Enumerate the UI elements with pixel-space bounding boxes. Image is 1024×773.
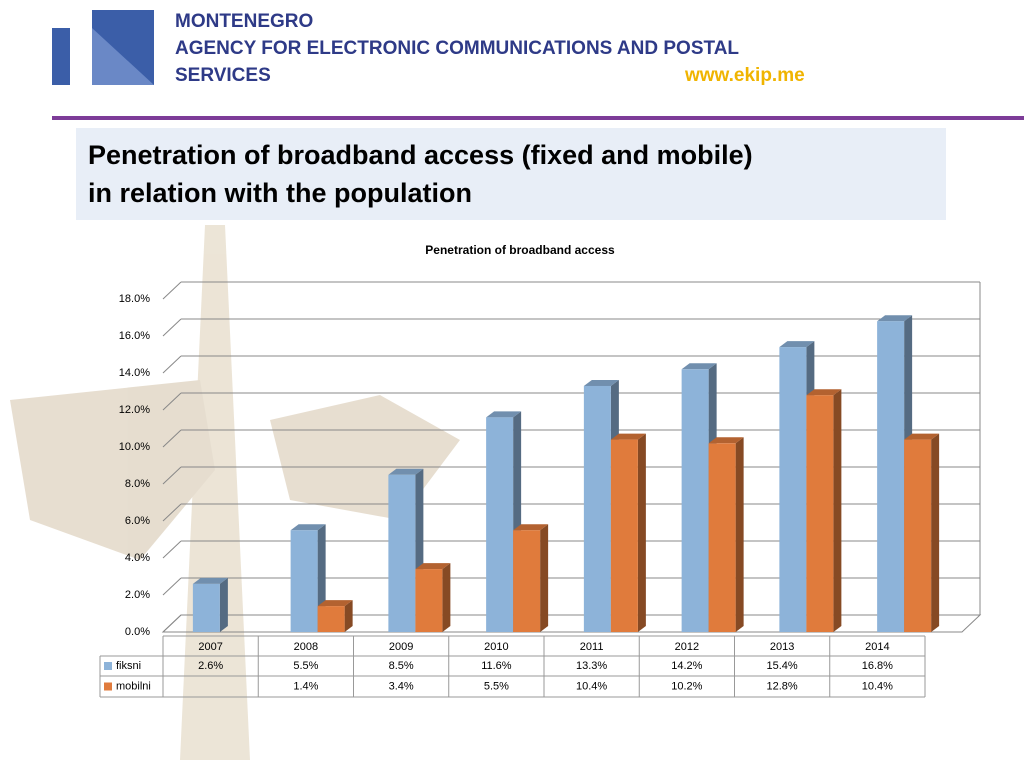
bar-top — [904, 433, 940, 440]
bar — [583, 385, 611, 632]
bar-side — [219, 577, 228, 632]
y-tick-label: 6.0% — [125, 515, 150, 527]
slide-title: Penetration of broadband access (fixed a… — [88, 140, 753, 170]
url[interactable]: www.ekip.me — [684, 65, 805, 86]
bar — [681, 369, 709, 632]
bar-top — [681, 363, 717, 370]
y-tick-label: 10.0% — [119, 441, 150, 453]
grid-line-side — [162, 429, 182, 448]
bar-side — [931, 433, 940, 632]
bar-top — [806, 389, 842, 396]
bar-side — [833, 389, 842, 632]
table-value: 16.8% — [862, 660, 893, 672]
bar — [610, 439, 638, 632]
bar — [513, 530, 541, 632]
table-value: 15.4% — [767, 660, 798, 672]
table-value: 10.2% — [671, 680, 702, 692]
grid-line-side — [162, 466, 182, 485]
x-tick-label: 2012 — [675, 641, 699, 653]
table-value: 11.6% — [481, 660, 512, 672]
bar-side — [442, 563, 451, 632]
y-tick-label: 12.0% — [119, 404, 150, 416]
x-tick-label: 2010 — [484, 641, 508, 653]
x-tick-label: 2014 — [865, 641, 889, 653]
legend-swatch — [104, 682, 112, 691]
bar — [806, 395, 834, 632]
bar-top — [290, 524, 326, 531]
table-value: 10.4% — [862, 680, 893, 692]
bar-top — [192, 577, 228, 584]
bar-top — [486, 411, 522, 418]
bar-top — [513, 524, 549, 531]
y-tick-label: 18.0% — [119, 293, 150, 305]
slide-title: in relation with the population — [88, 178, 472, 208]
bar-side — [540, 524, 549, 632]
bar-top — [583, 379, 619, 386]
x-tick-label: 2007 — [198, 641, 222, 653]
table-value: 3.4% — [389, 680, 414, 692]
chart-title: Penetration of broadband access — [425, 243, 615, 257]
y-tick-label: 2.0% — [125, 589, 150, 601]
bar-side — [344, 600, 353, 632]
bar — [779, 347, 807, 632]
grid-line-side — [162, 392, 182, 411]
bar-top — [708, 437, 744, 444]
y-tick-label: 16.0% — [119, 330, 150, 342]
legend-label: mobilni — [116, 680, 151, 692]
x-tick-label: 2008 — [294, 641, 318, 653]
x-tick-label: 2009 — [389, 641, 413, 653]
table-value: 10.4% — [576, 680, 607, 692]
grid-line-side — [162, 318, 182, 337]
bar-side — [637, 433, 646, 632]
org-line: MONTENEGRO — [175, 11, 313, 32]
table-value: 2.6% — [198, 660, 223, 672]
bar — [317, 606, 345, 632]
table-value: 12.8% — [767, 680, 798, 692]
org-line: AGENCY FOR ELECTRONIC COMMUNICATIONS AND… — [175, 38, 739, 59]
table-value: 13.3% — [576, 660, 607, 672]
bar-top — [779, 341, 815, 348]
bar — [904, 439, 932, 632]
bar-top — [388, 468, 424, 475]
grid-line-side — [162, 355, 182, 374]
table-value: 5.5% — [484, 680, 509, 692]
y-tick-label: 4.0% — [125, 552, 150, 564]
bar-top — [610, 433, 646, 440]
logo — [52, 10, 154, 85]
legend-label: fiksni — [116, 660, 141, 672]
bar — [192, 583, 220, 632]
floor — [161, 614, 982, 633]
grid-line-side — [162, 503, 182, 522]
y-tick-label: 0.0% — [125, 626, 150, 638]
y-tick-label: 8.0% — [125, 478, 150, 490]
divider — [52, 116, 1024, 120]
legend-swatch — [104, 662, 112, 670]
bar — [415, 569, 443, 632]
x-tick-label: 2011 — [580, 641, 604, 653]
table-value: 5.5% — [293, 660, 318, 672]
y-tick-label: 14.0% — [119, 367, 150, 379]
table-value: 8.5% — [389, 660, 414, 672]
bar — [388, 474, 416, 632]
org-line: SERVICES — [175, 65, 271, 86]
bar — [486, 417, 514, 632]
bar-top — [317, 600, 353, 607]
bar-top — [877, 315, 913, 322]
bar-side — [735, 437, 744, 632]
grid-line-side — [162, 281, 182, 300]
table-value: 1.4% — [293, 680, 318, 692]
x-tick-label: 2013 — [770, 641, 794, 653]
bar — [877, 321, 905, 632]
bar-top — [415, 563, 451, 570]
title-box — [76, 128, 946, 220]
bar — [290, 530, 318, 632]
grid-line-side — [162, 540, 182, 559]
table-value: 14.2% — [671, 660, 702, 672]
grid-line-side — [162, 577, 182, 596]
bar — [708, 443, 736, 632]
